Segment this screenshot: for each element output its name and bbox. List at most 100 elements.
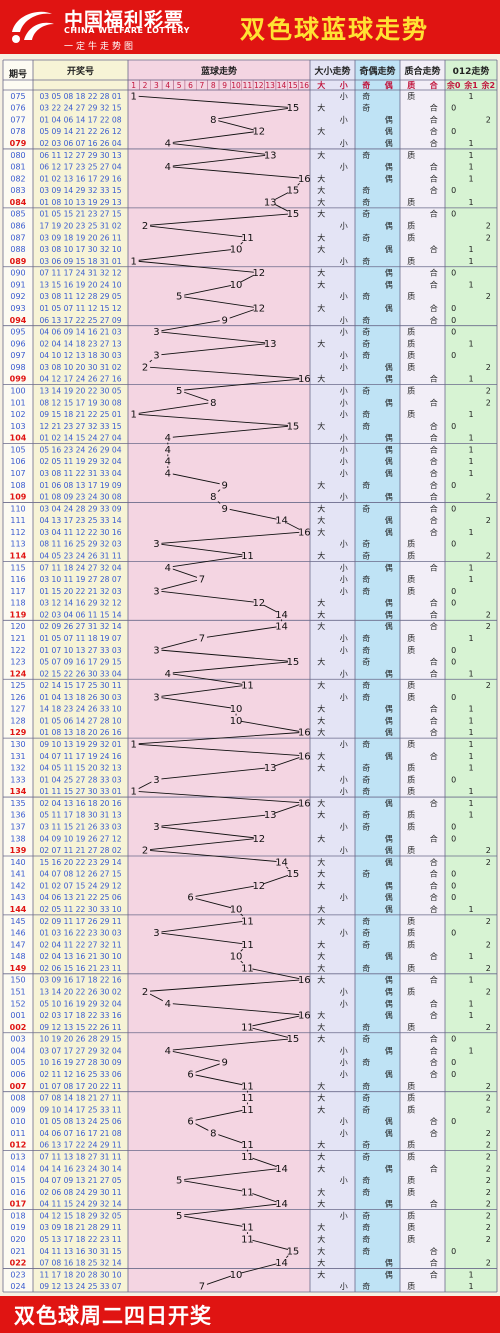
prime-mark: 合 (430, 715, 438, 725)
draw-numbers: 07 11 18 24 27 32 04 (39, 563, 121, 572)
blue-point-bg (219, 479, 230, 490)
size-mark: 大 (317, 503, 325, 513)
mod3-mark: 2 (486, 387, 491, 396)
issue-number: 009 (10, 1105, 25, 1114)
size-mark: 大 (317, 810, 325, 820)
mod3-mark: 1 (468, 375, 473, 384)
prime-mark: 合 (430, 798, 438, 808)
draw-numbers: 01 05 06 14 27 28 10 (39, 716, 121, 725)
blue-point: 2 (142, 987, 148, 998)
parity-mark: 偶 (385, 456, 393, 466)
mod3-mark: 2 (486, 846, 491, 855)
blue-point: 8 (210, 1128, 216, 1139)
size-mark: 小 (340, 163, 348, 172)
size-mark: 小 (340, 1129, 348, 1138)
blue-point: 10 (230, 905, 243, 916)
blue-point-bg (151, 927, 162, 938)
blue-point: 14 (275, 1199, 288, 1210)
prime-mark: 合 (430, 315, 438, 325)
issue-number: 101 (10, 398, 25, 407)
parity-mark: 奇 (362, 550, 370, 560)
mod3-mark: 1 (468, 257, 473, 266)
draw-numbers: 02 03 17 18 22 33 16 (39, 1011, 121, 1020)
size-mark: 大 (317, 197, 325, 207)
parity-mark: 偶 (385, 609, 393, 619)
blue-point-bg (185, 1116, 196, 1127)
size-mark: 小 (340, 846, 348, 855)
blue-point: 3 (153, 586, 159, 597)
blue-point: 9 (222, 504, 228, 515)
blue-point-bg (231, 904, 242, 915)
parity-mark: 偶 (385, 951, 393, 961)
page-title: 双色球蓝球走势 (240, 15, 430, 44)
parity-mark: 偶 (385, 126, 393, 136)
mod3-mark: 1 (468, 528, 473, 537)
blue-point: 4 (165, 445, 171, 456)
blue-point-bg (162, 456, 173, 467)
prime-mark: 合 (430, 975, 438, 985)
parity-mark: 奇 (362, 1246, 370, 1256)
blue-point: 15 (287, 1034, 300, 1045)
blue-point: 1 (131, 410, 137, 421)
size-mark: 大 (317, 185, 325, 195)
prime-mark: 合 (430, 1258, 438, 1268)
blue-point-bg (162, 138, 173, 149)
draw-numbers: 01 05 07 11 12 15 12 (39, 304, 121, 313)
blue-point-bg (140, 220, 151, 231)
issue-number: 113 (10, 540, 25, 549)
draw-numbers: 12 21 23 27 32 33 15 (39, 422, 121, 431)
prime-mark: 合 (430, 103, 438, 113)
prime-mark: 合 (430, 904, 438, 914)
blue-point-bg (276, 856, 287, 867)
draw-numbers: 07 11 13 18 27 31 11 (39, 1152, 121, 1161)
size-mark: 大 (317, 763, 325, 773)
parity-mark: 奇 (362, 574, 370, 584)
prime-mark: 合 (430, 857, 438, 867)
issue-number: 098 (10, 363, 25, 372)
issue-number: 107 (10, 469, 25, 478)
draw-numbers: 07 11 17 24 31 32 12 (39, 269, 121, 278)
blue-point-bg (299, 797, 310, 808)
draw-numbers: 01 11 15 27 30 33 01 (39, 787, 121, 796)
draw-numbers: 03 10 11 19 27 28 07 (39, 575, 121, 584)
blue-point-bg (185, 1068, 196, 1079)
issue-number: 011 (10, 1129, 25, 1138)
welfare-lottery-logo (12, 11, 54, 43)
blue-point-bg (242, 1021, 253, 1032)
draw-numbers: 02 11 12 16 25 33 06 (39, 1070, 121, 1079)
mod3-mark: 1 (468, 139, 473, 148)
mod3-mark: 0 (451, 1070, 456, 1079)
draw-numbers: 01 05 07 11 18 19 07 (39, 634, 121, 643)
draw-numbers: 02 06 08 24 29 30 11 (39, 1188, 121, 1197)
issue-number: 022 (10, 1259, 27, 1268)
parity-mark: 偶 (385, 1269, 393, 1279)
issue-number: 010 (10, 1117, 25, 1126)
issue-number: 119 (10, 610, 27, 619)
prime-mark: 质 (407, 916, 415, 926)
parity-mark: 奇 (362, 1281, 370, 1291)
mod3-mark: 1 (468, 1270, 473, 1279)
blue-point: 6 (187, 1069, 193, 1080)
size-mark: 大 (317, 374, 325, 384)
mod3-mark: 2 (486, 1211, 491, 1220)
blue-point-bg (287, 656, 298, 667)
parity-mark: 奇 (362, 586, 370, 596)
draw-numbers: 06 13 17 22 25 27 09 (39, 316, 121, 325)
blue-point: 12 (252, 834, 265, 845)
issue-column-bg (3, 60, 33, 1292)
mod3-mark: 2 (486, 988, 491, 997)
mod3-mark: 0 (451, 834, 456, 843)
draw-numbers: 02 04 14 18 23 27 13 (39, 339, 121, 348)
blue-point-bg (196, 1281, 207, 1292)
blue-point: 15 (287, 209, 300, 220)
size-mark: 大 (317, 1199, 325, 1209)
sub-header-label: 偶 (385, 80, 393, 90)
blue-point-bg (299, 526, 310, 537)
prime-mark: 合 (430, 303, 438, 313)
blue-point-bg (151, 691, 162, 702)
parity-mark: 奇 (362, 291, 370, 301)
size-mark: 大 (317, 268, 325, 278)
issue-number: 004 (10, 1046, 25, 1055)
issue-number: 075 (10, 92, 25, 101)
mod3-mark: 0 (451, 823, 456, 832)
